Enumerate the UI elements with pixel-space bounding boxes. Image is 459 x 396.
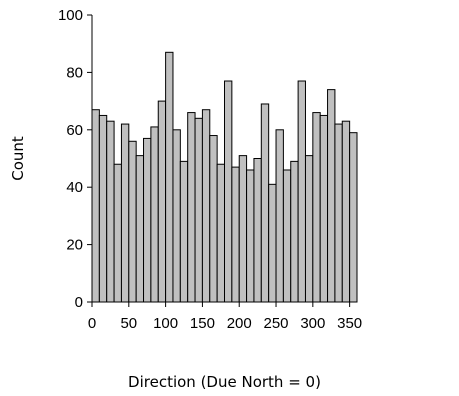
x-axis-title: Direction (Due North = 0) [128,373,321,391]
histogram-bar-100 [165,51,174,303]
histogram-bar-180 [224,80,233,303]
y-tick-label-40: 40 [66,179,83,196]
histogram-bar-230 [260,103,270,303]
histogram-bar-0 [91,109,100,303]
histogram-bar-190 [231,166,240,303]
histogram-bar-80 [150,126,159,303]
histogram-bar-260 [282,169,292,303]
histogram-bar-250 [275,129,284,303]
x-tick-label-250: 250 [264,315,289,332]
x-tick-label-100: 100 [153,315,178,332]
histogram-bar-30 [113,163,122,303]
histogram-bar-90 [157,100,167,303]
x-tick-label-0: 0 [88,315,96,332]
histogram-bar-300 [312,112,321,303]
x-tick-label-50: 50 [120,315,137,332]
histogram-bar-270 [290,160,299,303]
histogram-bar-350 [349,132,358,303]
y-tick-label-20: 20 [66,237,83,254]
histogram-bar-40 [120,123,130,303]
histogram-bar-310 [319,114,329,303]
histogram-bar-130 [187,112,196,303]
y-axis-title: Count [9,136,27,181]
x-tick-label-300: 300 [300,315,325,332]
histogram-bar-10 [98,114,108,303]
histogram-bar-140 [194,117,203,303]
histogram-bar-70 [143,137,152,303]
x-tick-label-200: 200 [227,315,252,332]
histogram-bar-170 [216,163,225,303]
histogram-bar-60 [135,155,145,303]
histogram-bar-200 [238,155,248,303]
histogram-bar-120 [179,160,189,303]
x-tick-label-350: 350 [337,315,362,332]
x-axis-ticks: 0 50 100 150 200 250 300 350 [88,302,362,332]
histogram-bar-280 [297,80,306,303]
histogram-bar-290 [304,155,314,303]
y-tick-label-100: 100 [58,7,83,24]
histogram-bar-210 [246,169,255,303]
histogram-bars [91,51,358,303]
y-tick-label-0: 0 [75,294,83,311]
histogram-bar-320 [327,89,336,303]
histogram-bar-20 [106,120,115,303]
histogram-bar-160 [209,135,218,303]
histogram-bar-50 [128,140,137,303]
histogram-bar-220 [253,158,262,303]
histogram-bar-240 [268,183,277,303]
histogram-bar-110 [172,129,181,303]
y-tick-label-60: 60 [66,122,83,139]
y-axis-ticks: 0 20 40 60 80 100 [58,7,92,311]
histogram-bar-150 [201,109,211,303]
histogram-bar-330 [334,123,343,303]
x-tick-label-150: 150 [190,315,215,332]
histogram-bar-340 [341,120,351,303]
y-tick-label-80: 80 [66,64,83,81]
